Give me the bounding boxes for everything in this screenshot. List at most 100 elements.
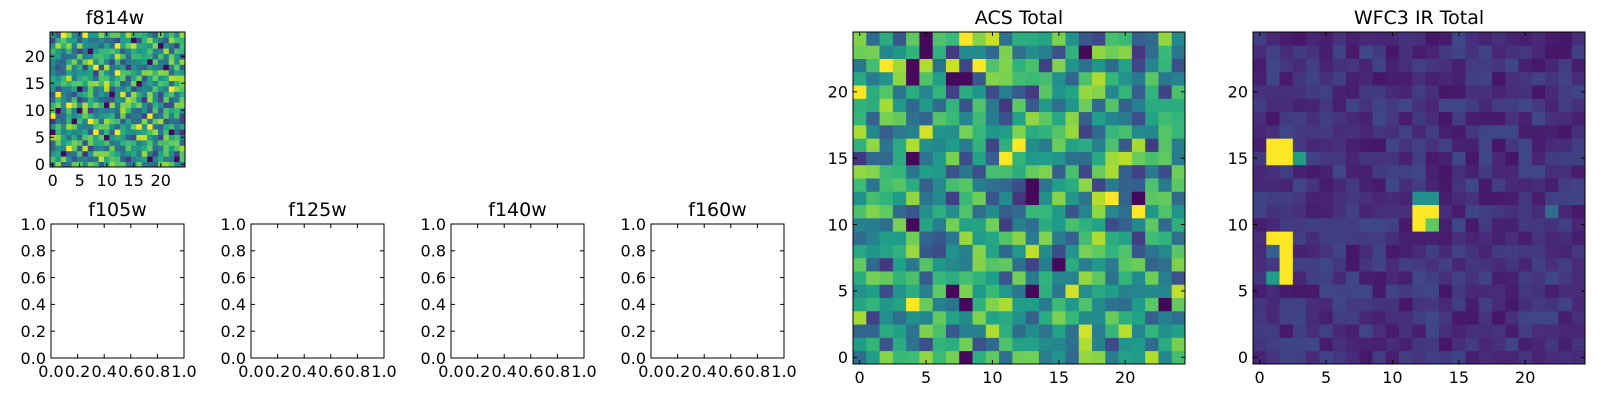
heatmap-cell — [972, 111, 987, 126]
heatmap-cell — [1266, 32, 1280, 46]
heatmap-cell — [114, 64, 121, 71]
heatmap-cell — [999, 98, 1013, 113]
heatmap-cell — [60, 42, 67, 49]
heatmap-cell — [71, 64, 78, 71]
heatmap-cell — [141, 37, 148, 44]
heatmap-cell — [1025, 178, 1040, 192]
heatmap-cell — [853, 244, 867, 259]
heatmap-cell — [77, 156, 83, 162]
heatmap-cell — [55, 69, 62, 76]
heatmap-cell — [1518, 124, 1533, 139]
heatmap-cell — [147, 150, 153, 157]
heatmap-cell — [1158, 151, 1173, 166]
heatmap-cell — [1492, 85, 1506, 99]
heatmap-cell — [87, 161, 94, 168]
heatmap-cell — [125, 59, 132, 65]
heatmap-cell — [1038, 324, 1053, 338]
heatmap-cell — [1306, 58, 1320, 73]
heatmap-cell — [163, 102, 170, 108]
heatmap-cell — [1253, 58, 1267, 73]
heatmap-cell — [945, 257, 960, 272]
heatmap-cell — [1038, 204, 1053, 219]
heatmap-cell — [104, 102, 110, 108]
heatmap-cell — [1399, 191, 1413, 206]
heatmap-cell — [1292, 244, 1307, 259]
axis-ticks: 0.0 0.2 0.4 0.6 0.8 1.00.00.20.40.60.81.0 — [621, 215, 797, 381]
heatmap-cell — [932, 244, 947, 259]
heatmap-cell — [1385, 191, 1400, 206]
heatmap-cell — [972, 85, 987, 99]
x-tick-label: 1.0 — [771, 362, 796, 381]
heatmap-cell — [179, 32, 186, 38]
x-tick-label: 0.4 — [291, 362, 316, 381]
heatmap-cell — [1078, 58, 1093, 73]
heatmap-cell — [1158, 204, 1173, 219]
heatmap-cell — [1131, 45, 1146, 59]
heatmap-cell — [1531, 178, 1546, 192]
heatmap-cell — [985, 257, 1000, 272]
heatmap-cell — [1078, 85, 1093, 99]
heatmap-cell — [77, 75, 83, 81]
heatmap-cell — [1412, 324, 1427, 338]
heatmap-cell — [66, 129, 72, 135]
heatmap-cell — [125, 161, 132, 168]
heatmap-cell — [1558, 164, 1573, 179]
panel-title: f814w — [86, 7, 145, 29]
heatmap-cell — [1319, 98, 1334, 113]
heatmap-cell — [1279, 164, 1294, 179]
heatmap-cell — [1558, 310, 1573, 325]
heatmap-cell — [1412, 178, 1427, 192]
heatmap-cell — [972, 58, 987, 73]
heatmap-cell — [66, 150, 72, 157]
heatmap-cell — [932, 138, 947, 152]
heatmap-cell — [1171, 257, 1186, 272]
heatmap-cell — [109, 140, 116, 146]
heatmap-cell — [82, 113, 89, 119]
heatmap-cell — [1065, 284, 1080, 298]
heatmap-cell — [147, 123, 153, 130]
heatmap-cell — [1438, 111, 1453, 126]
heatmap-cell — [1359, 257, 1373, 272]
heatmap-cell — [1012, 98, 1027, 113]
heatmap-cell — [109, 150, 116, 157]
heatmap-cell — [1306, 98, 1320, 113]
y-tick-label: 20 — [1228, 83, 1248, 102]
y-tick-label: 0 — [1238, 348, 1248, 367]
heatmap-cell — [1438, 191, 1453, 206]
heatmap-cell — [879, 244, 894, 259]
heatmap-cell — [972, 32, 987, 46]
heatmap-cell — [1012, 138, 1027, 152]
heatmap-cell — [1505, 284, 1519, 298]
heatmap-cell — [60, 69, 67, 76]
heatmap-cell — [174, 48, 180, 54]
heatmap-cell — [1253, 324, 1267, 338]
heatmap-cell — [109, 91, 116, 98]
heatmap-cell — [1105, 350, 1119, 365]
heatmap-cell — [1118, 297, 1133, 312]
heatmap-cell — [932, 297, 947, 312]
heatmap-cell — [141, 118, 148, 125]
heatmap-cell — [892, 217, 907, 232]
heatmap-cell — [892, 271, 907, 285]
heatmap-cell — [985, 244, 1000, 259]
heatmap-cell — [136, 64, 143, 71]
heatmap-cell — [1025, 85, 1040, 99]
x-tick-label: 10 — [1382, 368, 1402, 387]
heatmap-cell — [1452, 98, 1466, 113]
heatmap-cell — [1359, 32, 1373, 46]
heatmap-cell — [1279, 324, 1294, 338]
y-tick-label: 0.8 — [621, 242, 646, 261]
heatmap-cell — [1279, 244, 1294, 259]
x-tick-label: 5 — [921, 368, 931, 387]
heatmap-cell — [179, 48, 186, 54]
heatmap-cell — [1558, 178, 1573, 192]
heatmap-cell — [932, 337, 947, 352]
heatmap-cell — [77, 69, 83, 76]
heatmap-cell — [1292, 151, 1307, 166]
heatmap-cell — [1253, 310, 1267, 325]
heatmap-cell — [1118, 98, 1133, 113]
heatmap-cell — [1306, 71, 1320, 86]
heatmap-cell — [1078, 217, 1093, 232]
heatmap-cell — [71, 102, 78, 108]
